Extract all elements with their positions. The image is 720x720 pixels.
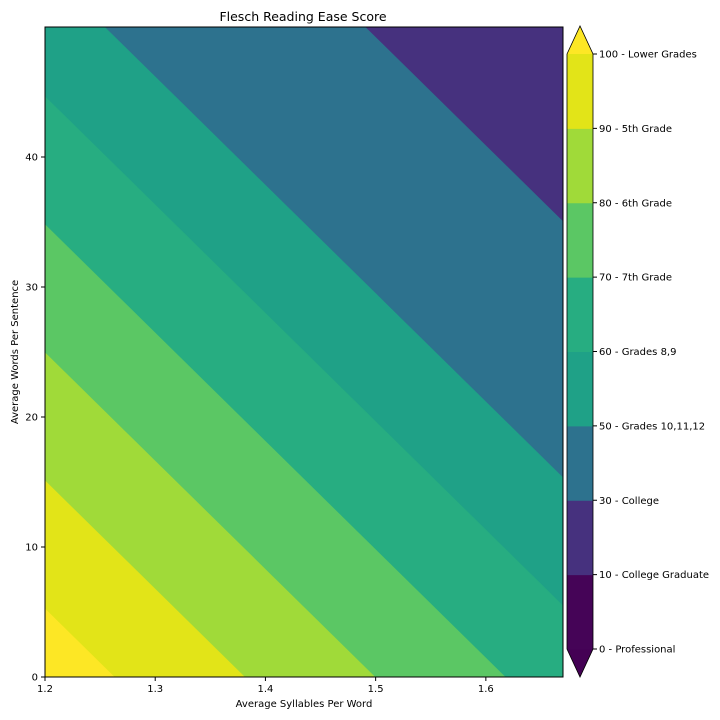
x-tick-label: 1.3: [147, 684, 163, 695]
y-tick-label: 40: [25, 153, 38, 164]
colorbar: 0 - Professional 10 - College Graduate 30 …: [566, 25, 709, 678]
contour-bands: [45, 27, 563, 677]
colorbar-extend-over: [567, 26, 593, 54]
colorbar-segment: [567, 574, 593, 650]
colorbar-tick-label: 100 - Lower Grades: [599, 50, 697, 61]
colorbar-tick-label: 10 - College Graduate: [599, 570, 709, 581]
y-tick-label: 30: [25, 283, 38, 294]
colorbar-tick-label: 30 - College: [599, 496, 659, 507]
x-axis-label: Average Syllables Per Word: [236, 699, 373, 710]
colorbar-segment: [567, 425, 593, 501]
colorbar-tick-label: 80 - 6th Grade: [599, 198, 672, 209]
y-tick-label: 0: [32, 673, 38, 684]
colorbar-segment: [567, 54, 593, 129]
colorbar-tick-label: 70 - 7th Grade: [599, 273, 672, 284]
colorbar-tick-label: 90 - 5th Grade: [599, 124, 672, 135]
x-axis: 1.2 1.3 1.4 1.5 1.6: [37, 677, 494, 695]
y-axis-label: Average Words Per Sentence: [10, 280, 21, 424]
band-above-100: [45, 608, 115, 677]
y-tick-label: 10: [25, 543, 38, 554]
x-tick-label: 1.2: [37, 684, 53, 695]
colorbar-segment: [567, 128, 593, 204]
colorbar-segment: [567, 277, 593, 352]
y-tick-label: 20: [25, 413, 38, 424]
y-axis: 0 10 20 30 40: [25, 153, 45, 684]
chart-title: Flesch Reading Ease Score: [219, 9, 386, 24]
colorbar-segment: [567, 500, 593, 576]
colorbar-extend-under: [567, 649, 593, 677]
colorbar-segment: [567, 351, 593, 427]
x-tick-label: 1.6: [478, 684, 494, 695]
colorbar-segment: [567, 202, 593, 278]
colorbar-tick-label: 0 - Professional: [599, 645, 675, 656]
x-tick-label: 1.5: [368, 684, 384, 695]
colorbar-tick-label: 60 - Grades 8,9: [599, 347, 676, 358]
plot-frame: [44, 26, 564, 678]
colorbar-tick-label: 50 - Grades 10,11,12: [599, 421, 705, 432]
x-tick-label: 1.4: [257, 684, 273, 695]
